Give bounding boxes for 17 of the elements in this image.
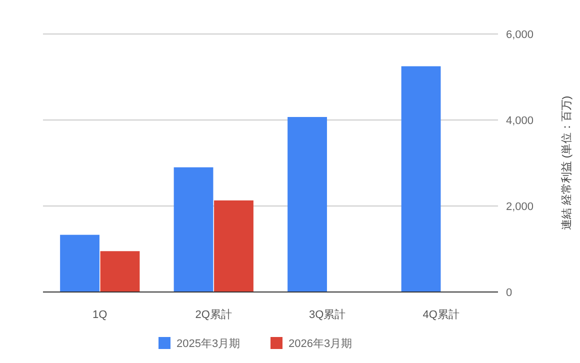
x-tick-label: 4Q累計 (422, 308, 460, 321)
y-tick-label: 2,000 (506, 200, 534, 213)
bar (60, 234, 100, 292)
legend-label: 2026年3月期 (288, 338, 352, 350)
bar (288, 116, 327, 292)
x-tick-label: 2Q累計 (195, 308, 232, 321)
bar (401, 66, 441, 292)
bar (174, 167, 214, 292)
y-tick-label: 0 (506, 286, 512, 299)
bar (100, 251, 140, 292)
bar (214, 200, 254, 292)
y-tick-label: 6,000 (506, 28, 534, 41)
x-tick-label: 3Q累計 (309, 308, 346, 321)
x-tick-label: 1Q (92, 309, 108, 321)
y-axis-title: 連結 経常利益 (単位：百万) (560, 96, 573, 230)
legend-label: 2025年3月期 (176, 338, 240, 350)
y-tick-label: 4,000 (506, 114, 534, 127)
